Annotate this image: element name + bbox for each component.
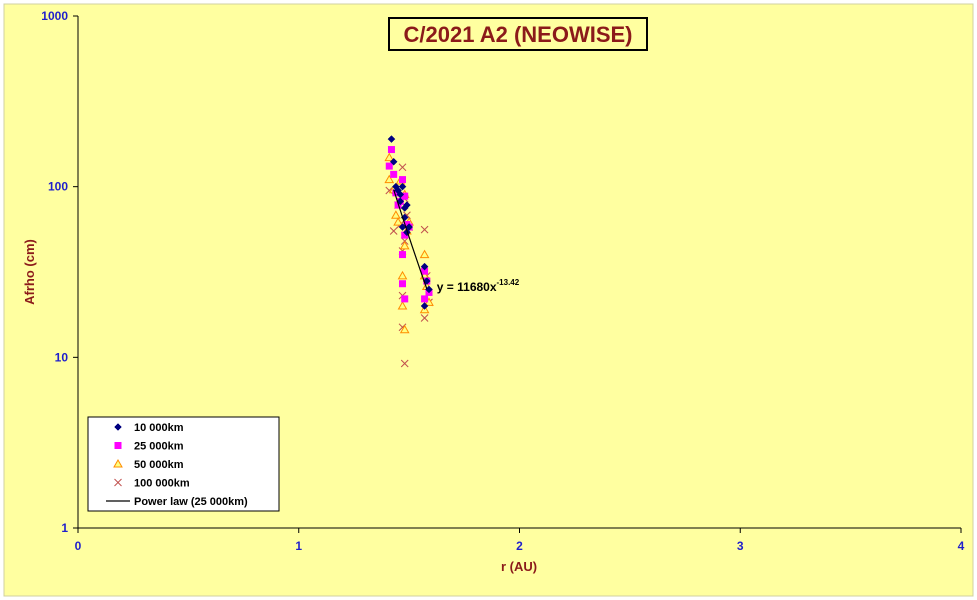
x-axis-title: r (AU): [501, 559, 537, 574]
x-tick-label: 4: [958, 539, 965, 553]
legend-item-10k: 10 000km: [114, 422, 184, 434]
point-25k: [385, 162, 393, 170]
point-100k-stroke: [398, 163, 407, 172]
point-25k: [390, 170, 398, 178]
legend-marker-100k: [114, 478, 122, 487]
point-25k: [399, 280, 407, 288]
point-100k: [420, 314, 429, 322]
point-50k: [384, 152, 395, 162]
point-25k: [401, 231, 409, 239]
point-10k: [389, 157, 398, 166]
point-25k: [401, 295, 409, 303]
chart-title: C/2021 A2 (NEOWISE): [403, 22, 632, 47]
point-50k: [399, 240, 410, 250]
point-50k: [419, 249, 430, 259]
point-25k: [421, 267, 429, 275]
point-25k: [401, 192, 409, 200]
legend-items: 10 000km 25 000km 50 000km 100 000km Power l…: [106, 422, 248, 508]
point-10k: [403, 201, 411, 209]
y-tick-label: 100: [48, 180, 68, 194]
point-10k: [398, 182, 407, 191]
chart-title-box: [388, 17, 648, 51]
fit-equation: y = 11680x-13.42: [437, 278, 520, 294]
point-25k: [387, 146, 395, 154]
y-axis-title: Afrho (cm): [22, 239, 37, 305]
y-tick-label: 1000: [41, 9, 68, 23]
x-tick-label: 2: [516, 539, 523, 553]
x-tick-label: 1: [295, 539, 302, 553]
legend-marker-50k: [113, 458, 123, 468]
legend-item-25k: 25 000km: [114, 441, 184, 453]
legend-marker-100k-stroke: [114, 478, 122, 487]
point-100k: [389, 227, 398, 235]
power-law-line: [393, 189, 428, 290]
legend-label-25k: 25 000km: [134, 441, 184, 453]
legend-item-100k: 100 000km: [114, 478, 190, 490]
point-50k: [384, 174, 395, 184]
legend-marker-25k: [114, 442, 122, 449]
legend: 10 000km 25 000km 50 000km 100 000km Power l…: [87, 416, 280, 512]
legend-label-10k: 10 000km: [134, 422, 184, 434]
legend-marker-10k: [114, 423, 122, 431]
point-50k: [393, 217, 403, 226]
y-ticks: 1 10 100 1000: [41, 9, 78, 535]
point-50k: [397, 270, 408, 280]
point-25k: [392, 189, 400, 197]
fit-equation-base: y = 11680x: [437, 280, 497, 294]
point-25k: [399, 176, 407, 184]
point-100k-stroke: [385, 186, 394, 195]
legend-item-50k: 50 000km: [113, 458, 184, 471]
point-100k: [400, 359, 409, 368]
power-law-fit: y = 11680x-13.42: [393, 189, 520, 294]
y-tick-label: 10: [55, 350, 69, 364]
point-100k-stroke: [400, 359, 409, 368]
point-10k: [420, 302, 429, 310]
legend-label-50k: 50 000km: [134, 459, 184, 471]
fit-equation-exponent: -13.42: [497, 278, 520, 287]
point-100k-stroke: [389, 227, 398, 235]
point-100k: [398, 163, 407, 172]
data-points: [384, 135, 434, 368]
x-tick-label: 3: [737, 539, 744, 553]
x-tick-label: 0: [75, 539, 82, 553]
point-25k: [421, 295, 429, 303]
y-tick-label: 1: [61, 521, 68, 535]
point-10k: [387, 135, 396, 143]
legend-label-100k: 100 000km: [134, 478, 190, 490]
point-50k: [397, 300, 408, 310]
series-10k: [387, 135, 433, 310]
point-10k: [405, 223, 413, 231]
point-25k: [399, 251, 407, 259]
legend-item-power-law: Power law (25 000km): [106, 496, 248, 508]
point-100k-stroke: [398, 323, 407, 332]
point-50k: [399, 324, 410, 334]
point-100k-stroke: [420, 314, 429, 322]
point-100k-stroke: [420, 225, 429, 234]
point-10k: [420, 262, 429, 271]
x-ticks: 0 1 2 3 4: [75, 528, 965, 553]
legend-label-power-law: Power law (25 000km): [134, 496, 248, 508]
point-50k: [391, 210, 401, 219]
point-100k: [420, 225, 429, 234]
